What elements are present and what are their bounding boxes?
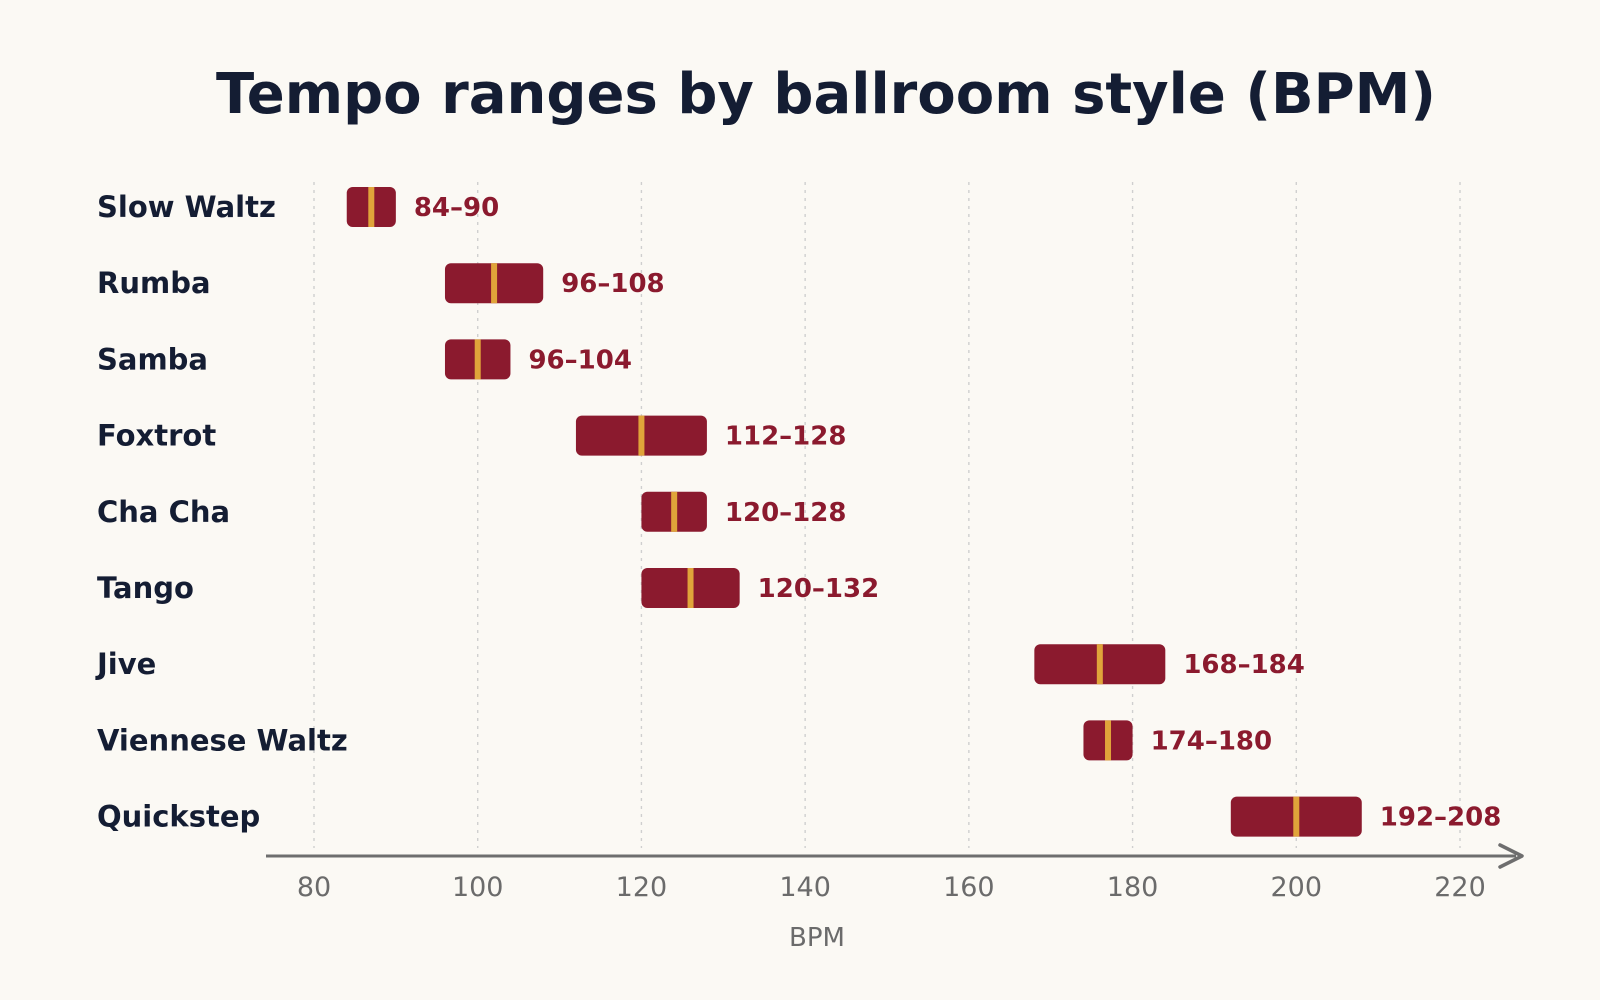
- category-label: Quickstep: [97, 800, 260, 834]
- midpoint-marker: [368, 187, 375, 227]
- x-axis-arrow-icon: [1498, 843, 1524, 869]
- range-value-label: 174–180: [1151, 726, 1273, 756]
- range-value-label: 84–90: [414, 193, 499, 223]
- midpoint-marker: [474, 339, 481, 380]
- x-axis: [266, 843, 1524, 869]
- range-value-label: 112–128: [725, 422, 847, 452]
- x-axis-title: BPM: [789, 923, 845, 953]
- chart-title: Tempo ranges by ballroom style (BPM): [216, 62, 1436, 127]
- range-bars: 84–90 96–108 96–104 112–128 120–128 120–132 16…: [346, 187, 1502, 837]
- midpoint-marker: [1096, 644, 1103, 685]
- x-tick-labels: 80 100 120 140 160 180 200 220: [297, 872, 1486, 903]
- x-tick-label: 140: [779, 872, 831, 903]
- category-label: Tango: [97, 571, 194, 605]
- range-value-label: 96–108: [561, 269, 664, 299]
- midpoint-marker: [638, 415, 645, 456]
- category-label: Cha Cha: [97, 495, 230, 529]
- range-value-label: 168–184: [1183, 650, 1305, 680]
- x-tick-label: 120: [616, 872, 668, 903]
- x-tick-label: 80: [297, 872, 331, 903]
- x-tick-label: 180: [1107, 872, 1159, 903]
- category-label: Slow Waltz: [97, 190, 276, 224]
- category-label: Samba: [97, 342, 208, 376]
- category-label: Jive: [95, 647, 156, 681]
- midpoint-marker: [687, 568, 694, 608]
- x-tick-label: 200: [1271, 872, 1323, 903]
- x-tick-label: 160: [943, 872, 995, 903]
- range-value-label: 96–104: [528, 345, 631, 375]
- category-label: Foxtrot: [97, 419, 216, 453]
- x-tick-label: 220: [1434, 872, 1486, 903]
- midpoint-marker: [671, 491, 678, 532]
- range-value-label: 120–128: [725, 498, 847, 528]
- range-value-label: 120–132: [758, 574, 880, 604]
- category-label: Viennese Waltz: [97, 723, 348, 757]
- x-tick-label: 100: [452, 872, 504, 903]
- midpoint-marker: [1293, 796, 1300, 837]
- midpoint-marker: [491, 263, 498, 304]
- category-labels: Slow Waltz Rumba Samba Foxtrot Cha Cha Tango J…: [95, 190, 348, 834]
- range-value-label: 192–208: [1380, 803, 1502, 833]
- midpoint-marker: [1105, 720, 1112, 761]
- category-label: Rumba: [97, 266, 211, 300]
